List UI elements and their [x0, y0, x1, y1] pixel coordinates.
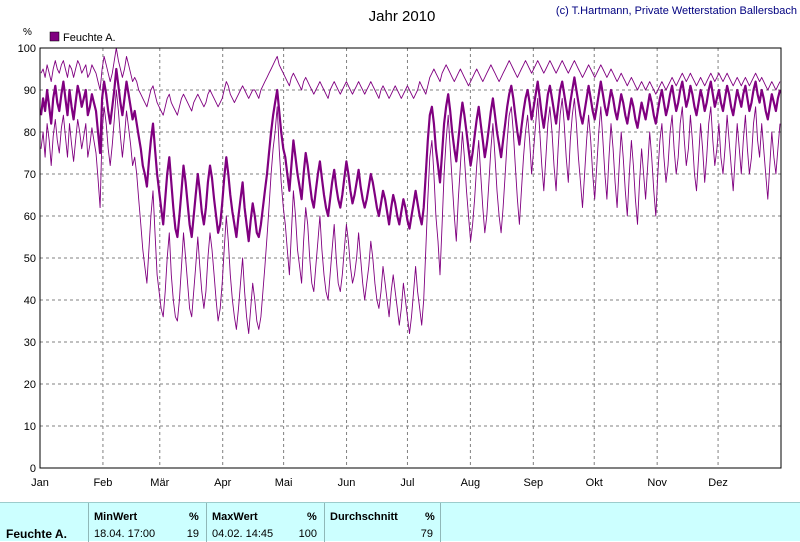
avg-unit: % — [425, 511, 435, 523]
max-value: 100 — [298, 528, 317, 540]
stats-series-label: Feuchte A. — [6, 527, 67, 541]
avg-header: Durchschnitt — [330, 511, 398, 523]
y-axis-unit: % — [23, 27, 32, 38]
legend-label: Feuchte A. — [63, 32, 116, 44]
statistics-panel: Feuchte A. MinWert % 18.04. 17:00 19 Max… — [0, 502, 800, 542]
max-header: MaxWert — [212, 511, 258, 523]
y-tick-label: 10 — [24, 421, 36, 433]
avg-cell: Durchschnitt % 79 — [324, 503, 441, 542]
series-line-min — [40, 89, 781, 335]
series-line-mean — [39, 67, 782, 243]
x-tick-label: Sep — [524, 477, 544, 489]
y-tick-label: 40 — [24, 295, 36, 307]
x-tick-label: Mär — [150, 477, 169, 489]
plot-frame — [39, 47, 782, 469]
x-tick-label: Jun — [338, 477, 356, 489]
y-tick-label: 60 — [24, 211, 36, 223]
y-tick-label: 30 — [24, 337, 36, 349]
min-header: MinWert — [94, 511, 138, 523]
x-tick-label: Jul — [400, 477, 414, 489]
max-unit: % — [307, 511, 317, 523]
min-datetime: 18.04. 17:00 — [94, 528, 156, 540]
x-tick-labels: Jan Feb Mär Apr Mai Jun Jul Aug Sep Okt Nov Dez — [31, 477, 728, 489]
x-tick-label: Aug — [461, 477, 481, 489]
y-tick-label: 0 — [30, 463, 36, 475]
humidity-chart: Jahr 2010 (c) T.Hartmann, Private Wetter… — [18, 5, 797, 489]
min-value: 19 — [186, 528, 199, 540]
max-datetime: 04.02. 14:45 — [212, 528, 274, 540]
max-cell: MaxWert % 04.02. 14:45 100 — [206, 503, 324, 542]
x-tick-label: Apr — [214, 477, 231, 489]
y-tick-label: 80 — [24, 127, 36, 139]
y-tick-label: 100 — [18, 43, 36, 55]
series-line-max — [40, 47, 781, 116]
avg-value: 79 — [420, 528, 433, 540]
x-tick-label: Dez — [708, 477, 728, 489]
y-tick-labels: 0 10 20 30 40 50 60 70 80 90 100 — [18, 43, 36, 475]
min-cell: MinWert % 18.04. 17:00 19 — [88, 503, 206, 542]
y-tick-label: 20 — [24, 379, 36, 391]
series-lines — [39, 47, 782, 335]
min-unit: % — [189, 511, 199, 523]
legend-swatch — [49, 31, 60, 42]
x-tick-label: Mai — [275, 477, 293, 489]
y-tick-label: 70 — [24, 169, 36, 181]
x-tick-label: Okt — [586, 477, 603, 489]
x-tick-label: Nov — [647, 477, 667, 489]
y-tick-label: 90 — [24, 85, 36, 97]
x-tick-label: Feb — [93, 477, 112, 489]
chart-title: Jahr 2010 — [369, 8, 436, 25]
credit-text: (c) T.Hartmann, Private Wetterstation Ba… — [556, 5, 797, 17]
grid — [40, 48, 781, 468]
y-tick-label: 50 — [24, 253, 36, 265]
x-tick-label: Jan — [31, 477, 49, 489]
